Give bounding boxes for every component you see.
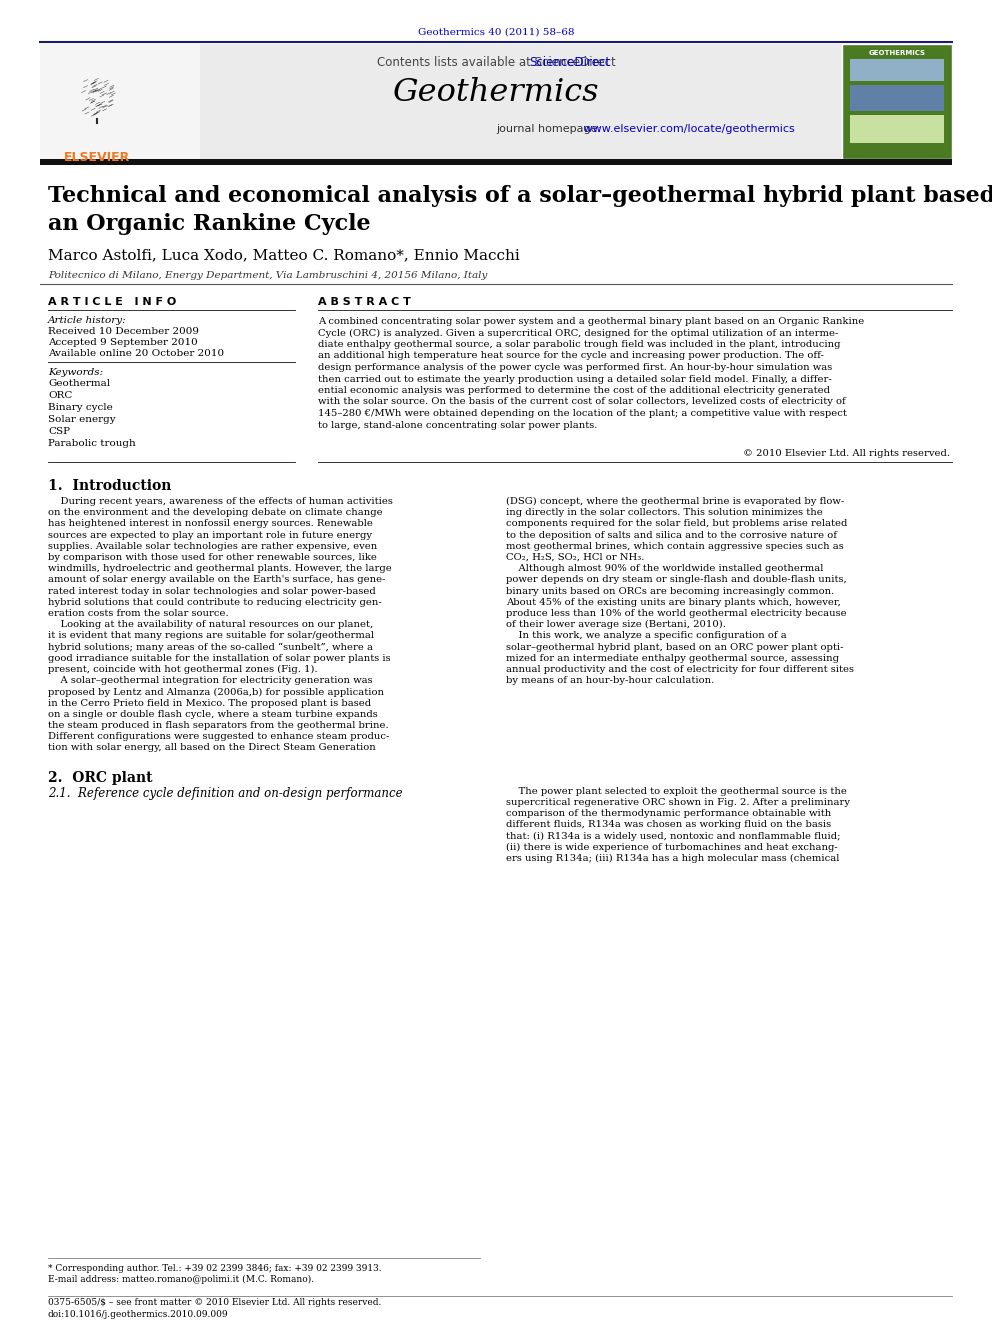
- Text: mized for an intermediate enthalpy geothermal source, assessing: mized for an intermediate enthalpy geoth…: [506, 654, 839, 663]
- Bar: [850, 85, 944, 111]
- Text: ing directly in the solar collectors. This solution minimizes the: ing directly in the solar collectors. Th…: [506, 508, 822, 517]
- Text: Available online 20 October 2010: Available online 20 October 2010: [48, 349, 224, 359]
- Text: proposed by Lentz and Almanza (2006a,b) for possible application: proposed by Lentz and Almanza (2006a,b) …: [48, 688, 384, 696]
- Text: Technical and economical analysis of a solar–geothermal hybrid plant based on
an: Technical and economical analysis of a s…: [48, 185, 992, 235]
- Text: in the Cerro Prieto field in Mexico. The proposed plant is based: in the Cerro Prieto field in Mexico. The…: [48, 699, 371, 708]
- Text: Although almost 90% of the worldwide installed geothermal: Although almost 90% of the worldwide ins…: [506, 564, 823, 573]
- Bar: [40, 44, 200, 159]
- Bar: [40, 159, 952, 165]
- Text: Geothermics: Geothermics: [393, 77, 599, 108]
- Text: journal homepage:: journal homepage:: [496, 124, 605, 134]
- Text: Binary cycle: Binary cycle: [48, 404, 113, 411]
- Text: tion with solar energy, all based on the Direct Steam Generation: tion with solar energy, all based on the…: [48, 744, 376, 753]
- Text: Keywords:: Keywords:: [48, 368, 103, 377]
- Text: has heightened interest in nonfossil energy sources. Renewable: has heightened interest in nonfossil ene…: [48, 520, 373, 528]
- Text: windmills, hydroelectric and geothermal plants. However, the large: windmills, hydroelectric and geothermal …: [48, 564, 392, 573]
- Text: ELSEVIER: ELSEVIER: [63, 151, 130, 164]
- Text: 0375-6505/$ – see front matter © 2010 Elsevier Ltd. All rights reserved.: 0375-6505/$ – see front matter © 2010 El…: [48, 1298, 381, 1307]
- Text: eration costs from the solar source.: eration costs from the solar source.: [48, 609, 228, 618]
- Text: on a single or double flash cycle, where a steam turbine expands: on a single or double flash cycle, where…: [48, 710, 378, 718]
- Text: the steam produced in flash separators from the geothermal brine.: the steam produced in flash separators f…: [48, 721, 389, 730]
- Text: on the environment and the developing debate on climate change: on the environment and the developing de…: [48, 508, 383, 517]
- Text: ORC: ORC: [48, 392, 72, 400]
- Text: by comparison with those used for other renewable sources, like: by comparison with those used for other …: [48, 553, 377, 562]
- Text: supercritical regenerative ORC shown in Fig. 2. After a preliminary: supercritical regenerative ORC shown in …: [506, 798, 850, 807]
- Text: E-mail address: matteo.romano@polimi.it (M.C. Romano).: E-mail address: matteo.romano@polimi.it …: [48, 1275, 314, 1285]
- Text: GEOTHERMICS: GEOTHERMICS: [869, 50, 926, 56]
- Text: binary units based on ORCs are becoming increasingly common.: binary units based on ORCs are becoming …: [506, 586, 834, 595]
- Text: supplies. Available solar technologies are rather expensive, even: supplies. Available solar technologies a…: [48, 542, 377, 550]
- Text: Cycle (ORC) is analyzed. Given a supercritical ORC, designed for the optimal uti: Cycle (ORC) is analyzed. Given a supercr…: [318, 328, 838, 337]
- Text: Received 10 December 2009: Received 10 December 2009: [48, 327, 199, 336]
- Text: 2.  ORC plant: 2. ORC plant: [48, 770, 153, 785]
- Text: most geothermal brines, which contain aggressive species such as: most geothermal brines, which contain ag…: [506, 542, 844, 550]
- Text: Politecnico di Milano, Energy Department, Via Lambruschini 4, 20156 Milano, Ital: Politecnico di Milano, Energy Department…: [48, 271, 487, 280]
- Text: 2.1.  Reference cycle definition and on-design performance: 2.1. Reference cycle definition and on-d…: [48, 787, 403, 799]
- Text: © 2010 Elsevier Ltd. All rights reserved.: © 2010 Elsevier Ltd. All rights reserved…: [743, 448, 950, 458]
- Text: design performance analysis of the power cycle was performed first. An hour-by-h: design performance analysis of the power…: [318, 363, 832, 372]
- Text: that: (i) R134a is a widely used, nontoxic and nonflammable fluid;: that: (i) R134a is a widely used, nontox…: [506, 831, 840, 840]
- Text: ers using R134a; (iii) R134a has a high molecular mass (chemical: ers using R134a; (iii) R134a has a high …: [506, 853, 839, 863]
- Text: sources are expected to play an important role in future energy: sources are expected to play an importan…: [48, 531, 372, 540]
- Text: During recent years, awareness of the effects of human activities: During recent years, awareness of the ef…: [48, 497, 393, 505]
- Text: to the deposition of salts and silica and to the corrosive nature of: to the deposition of salts and silica an…: [506, 531, 837, 540]
- Text: 1.  Introduction: 1. Introduction: [48, 479, 172, 493]
- Text: A combined concentrating solar power system and a geothermal binary plant based : A combined concentrating solar power sys…: [318, 318, 864, 325]
- Text: CO₂, H₂S, SO₂, HCl or NH₃.: CO₂, H₂S, SO₂, HCl or NH₃.: [506, 553, 645, 562]
- Text: CSP: CSP: [48, 427, 70, 437]
- Text: solar–geothermal hybrid plant, based on an ORC power plant opti-: solar–geothermal hybrid plant, based on …: [506, 643, 843, 652]
- Text: Accepted 9 September 2010: Accepted 9 September 2010: [48, 337, 197, 347]
- Text: hybrid solutions that could contribute to reducing electricity gen-: hybrid solutions that could contribute t…: [48, 598, 382, 607]
- Text: comparison of the thermodynamic performance obtainable with: comparison of the thermodynamic performa…: [506, 808, 831, 818]
- Text: amount of solar energy available on the Earth's surface, has gene-: amount of solar energy available on the …: [48, 576, 386, 585]
- Text: by means of an hour-by-hour calculation.: by means of an hour-by-hour calculation.: [506, 676, 714, 685]
- Text: * Corresponding author. Tel.: +39 02 2399 3846; fax: +39 02 2399 3913.: * Corresponding author. Tel.: +39 02 239…: [48, 1263, 382, 1273]
- Text: A R T I C L E   I N F O: A R T I C L E I N F O: [48, 296, 177, 307]
- Text: Solar energy: Solar energy: [48, 415, 116, 423]
- Text: A solar–geothermal integration for electricity generation was: A solar–geothermal integration for elect…: [48, 676, 373, 685]
- Text: Contents lists available at ScienceDirect: Contents lists available at ScienceDirec…: [377, 56, 615, 69]
- Text: A B S T R A C T: A B S T R A C T: [318, 296, 411, 307]
- Text: components required for the solar field, but problems arise related: components required for the solar field,…: [506, 520, 847, 528]
- Text: power depends on dry steam or single-flash and double-flash units,: power depends on dry steam or single-fla…: [506, 576, 847, 585]
- Text: Looking at the availability of natural resources on our planet,: Looking at the availability of natural r…: [48, 620, 373, 630]
- Text: Article history:: Article history:: [48, 316, 127, 325]
- Text: annual productivity and the cost of electricity for four different sites: annual productivity and the cost of elec…: [506, 665, 854, 673]
- Text: an additional high temperature heat source for the cycle and increasing power pr: an additional high temperature heat sour…: [318, 352, 824, 360]
- Text: produce less than 10% of the world geothermal electricity because: produce less than 10% of the world geoth…: [506, 609, 846, 618]
- Text: of their lower average size (Bertani, 2010).: of their lower average size (Bertani, 20…: [506, 620, 726, 630]
- Text: it is evident that many regions are suitable for solar/geothermal: it is evident that many regions are suit…: [48, 631, 374, 640]
- Text: different fluids, R134a was chosen as working fluid on the basis: different fluids, R134a was chosen as wo…: [506, 820, 831, 830]
- Text: Geothermics 40 (2011) 58–68: Geothermics 40 (2011) 58–68: [418, 28, 574, 37]
- Text: Marco Astolfi, Luca Xodo, Matteo C. Romano*, Ennio Macchi: Marco Astolfi, Luca Xodo, Matteo C. Roma…: [48, 247, 520, 262]
- Bar: [850, 115, 944, 143]
- Text: diate enthalpy geothermal source, a solar parabolic trough field was included in: diate enthalpy geothermal source, a sola…: [318, 340, 840, 349]
- Text: In this work, we analyze a specific configuration of a: In this work, we analyze a specific conf…: [506, 631, 787, 640]
- Text: Parabolic trough: Parabolic trough: [48, 439, 136, 448]
- Text: Geothermal: Geothermal: [48, 378, 110, 388]
- Bar: [850, 60, 944, 81]
- Text: www.elsevier.com/locate/geothermics: www.elsevier.com/locate/geothermics: [496, 124, 795, 134]
- Text: then carried out to estimate the yearly production using a detailed solar field : then carried out to estimate the yearly …: [318, 374, 831, 384]
- Text: Different configurations were suggested to enhance steam produc-: Different configurations were suggested …: [48, 732, 390, 741]
- Text: doi:10.1016/j.geothermics.2010.09.009: doi:10.1016/j.geothermics.2010.09.009: [48, 1310, 228, 1319]
- Text: (DSG) concept, where the geothermal brine is evaporated by flow-: (DSG) concept, where the geothermal brin…: [506, 497, 844, 507]
- Text: ential economic analysis was performed to determine the cost of the additional e: ential economic analysis was performed t…: [318, 386, 830, 396]
- Bar: [842, 44, 952, 159]
- Text: with the solar source. On the basis of the current cost of solar collectors, lev: with the solar source. On the basis of t…: [318, 397, 846, 406]
- Text: The power plant selected to exploit the geothermal source is the: The power plant selected to exploit the …: [506, 787, 847, 795]
- Text: rated interest today in solar technologies and solar power-based: rated interest today in solar technologi…: [48, 586, 376, 595]
- Text: About 45% of the existing units are binary plants which, however,: About 45% of the existing units are bina…: [506, 598, 841, 607]
- Text: to large, stand-alone concentrating solar power plants.: to large, stand-alone concentrating sola…: [318, 421, 597, 430]
- Text: good irradiance suitable for the installation of solar power plants is: good irradiance suitable for the install…: [48, 654, 391, 663]
- Text: present, coincide with hot geothermal zones (Fig. 1).: present, coincide with hot geothermal zo…: [48, 665, 317, 675]
- Text: hybrid solutions; many areas of the so-called “sunbelt”, where a: hybrid solutions; many areas of the so-c…: [48, 643, 373, 652]
- Text: 145–280 €/MWh were obtained depending on the location of the plant; a competitiv: 145–280 €/MWh were obtained depending on…: [318, 409, 847, 418]
- Text: ScienceDirect: ScienceDirect: [530, 56, 610, 69]
- Text: (ii) there is wide experience of turbomachines and heat exchang-: (ii) there is wide experience of turboma…: [506, 843, 838, 852]
- Bar: [40, 44, 952, 159]
